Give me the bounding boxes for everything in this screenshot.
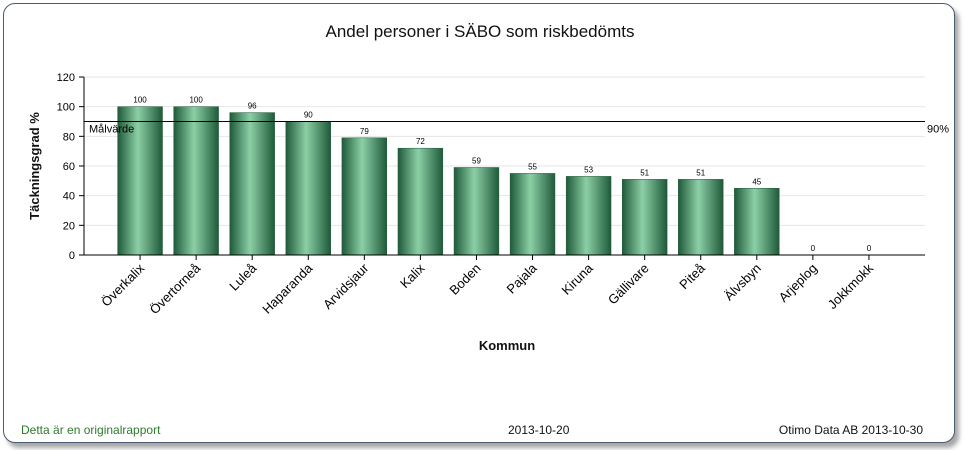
bar-value-label: 90 bbox=[304, 111, 313, 120]
x-tick-label: Haparanda bbox=[259, 260, 316, 317]
bar bbox=[117, 106, 163, 256]
bar bbox=[621, 179, 668, 256]
chart-title: Andel personer i SÄBO som riskbedömts bbox=[326, 22, 635, 41]
bar bbox=[509, 173, 556, 256]
x-tick-label: Boden bbox=[446, 261, 483, 298]
footer-original-note: Detta är en originalrapport bbox=[21, 423, 161, 437]
x-tick-label: Kiruna bbox=[559, 260, 597, 298]
x-tick-label: Jokkmokk bbox=[825, 260, 877, 312]
target-line-label: Målvärde bbox=[89, 124, 134, 136]
footer-company: Otimo Data AB 2013-10-30 bbox=[778, 423, 923, 437]
x-tick-label: Överkalix bbox=[98, 260, 147, 309]
x-tick-label: Luleå bbox=[226, 260, 260, 294]
bar-value-label: 79 bbox=[360, 127, 369, 136]
bar-value-label: 51 bbox=[696, 168, 705, 177]
bar bbox=[678, 179, 724, 256]
bar bbox=[565, 176, 612, 256]
bar-value-label: 59 bbox=[472, 156, 481, 165]
footer-date: 2013-10-20 bbox=[508, 423, 570, 437]
x-axis-label: Kommun bbox=[479, 338, 535, 353]
x-tick-label: Kalix bbox=[397, 260, 428, 291]
bar-value-label: 53 bbox=[584, 165, 593, 174]
y-axis-label: Täckningsgrad % bbox=[27, 112, 42, 220]
bar bbox=[285, 121, 331, 256]
x-tick-label: Arjeplog bbox=[776, 261, 820, 305]
bar bbox=[453, 167, 500, 256]
x-tick-label: Gällivare bbox=[605, 261, 652, 308]
bar bbox=[229, 112, 275, 256]
y-tick-label: 40 bbox=[63, 191, 75, 203]
bar bbox=[734, 188, 780, 256]
bar-value-label: 96 bbox=[248, 102, 257, 111]
bar-value-label: 72 bbox=[416, 137, 425, 146]
bar bbox=[341, 137, 388, 256]
bar-value-label: 51 bbox=[640, 168, 649, 177]
x-tick-label: Övertorneå bbox=[147, 260, 204, 317]
bar bbox=[397, 147, 444, 256]
y-tick-label: 120 bbox=[57, 72, 75, 84]
bar-value-label: 100 bbox=[133, 96, 147, 105]
bar-value-label: 0 bbox=[811, 244, 816, 253]
x-tick-label: Älvsbyn bbox=[721, 261, 764, 304]
bar-value-label: 0 bbox=[867, 244, 872, 253]
bar-value-label: 55 bbox=[528, 162, 537, 171]
x-tick-label: Arvidsjaur bbox=[320, 260, 372, 312]
y-tick-label: 60 bbox=[63, 161, 75, 173]
target-line-value: 90% bbox=[927, 124, 949, 136]
y-tick-label: 20 bbox=[63, 220, 75, 232]
y-tick-label: 80 bbox=[63, 131, 75, 143]
x-tick-label: Pajala bbox=[503, 260, 540, 297]
bar bbox=[173, 106, 219, 256]
y-tick-label: 100 bbox=[57, 102, 75, 114]
x-tick-label: Piteå bbox=[676, 260, 708, 292]
y-tick-label: 0 bbox=[69, 250, 75, 262]
bar-value-label: 100 bbox=[189, 96, 203, 105]
bar-value-label: 45 bbox=[752, 177, 761, 186]
